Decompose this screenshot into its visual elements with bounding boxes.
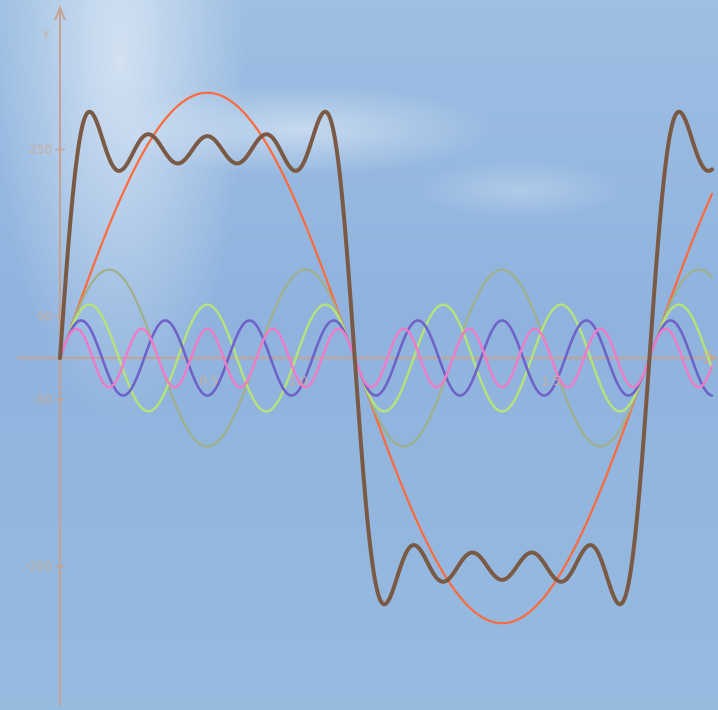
series-layer <box>58 91 714 625</box>
y-tick-label: -250 <box>25 560 52 574</box>
y-axis-arrow <box>54 5 66 21</box>
series-line-5 <box>58 327 714 389</box>
x-tick-label: 1.0 <box>289 374 308 388</box>
series-line-6 <box>58 109 714 607</box>
series-line-4 <box>58 319 714 397</box>
labels-layer: y x 250 50 -50 -250 0.5 1.0 1.5 <box>25 26 713 574</box>
axes <box>18 5 718 706</box>
series-line-1 <box>58 91 714 625</box>
x-tick-label: 1.5 <box>542 374 561 388</box>
y-tick-label: -50 <box>32 393 52 407</box>
y-axis-label: y <box>43 26 50 39</box>
x-tick-label: 0.5 <box>199 374 218 388</box>
y-tick-label: 250 <box>29 143 52 157</box>
x-axis-label: x <box>706 346 713 359</box>
series-line-2 <box>58 268 714 448</box>
y-tick-label: 50 <box>37 309 52 323</box>
